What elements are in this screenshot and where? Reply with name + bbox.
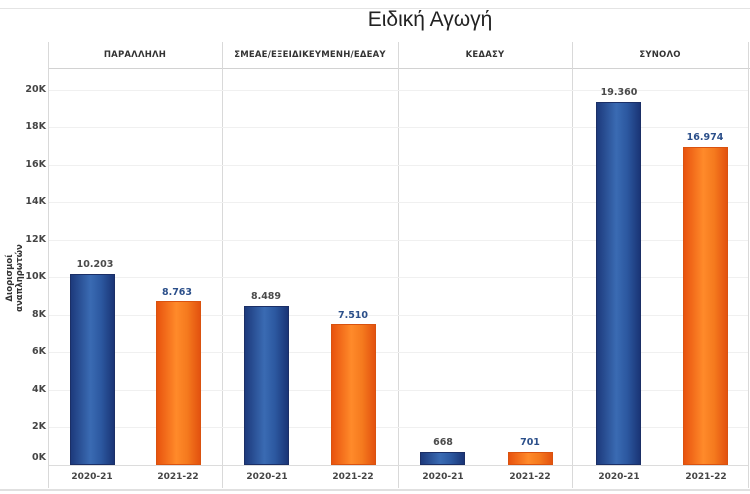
bar-value-label: 8.489 [250, 291, 282, 302]
x-label: 2020-21 [422, 472, 464, 482]
x-label: 2020-21 [598, 472, 640, 482]
x-label: 2021-22 [509, 472, 551, 482]
bar-kedasy-2020-21 [420, 452, 465, 465]
gridline [49, 202, 748, 203]
bar-synolo-2021-22 [683, 147, 728, 465]
gridline [49, 315, 748, 316]
panel-divider [398, 42, 399, 488]
bar-kedasy-2021-22 [508, 452, 553, 465]
panel-divider [48, 42, 49, 488]
panel-header-parallili: ΠΑΡΑΛΛΗΛΗ [103, 50, 167, 60]
gridline [49, 427, 748, 428]
y-tick: 16K [25, 159, 46, 170]
x-label: 2021-22 [157, 472, 199, 482]
panel-divider [572, 42, 573, 488]
chart-title: Ειδική Αγωγή [367, 8, 493, 31]
bar-parallili-2020-21 [70, 274, 115, 465]
bar-synolo-2020-21 [596, 102, 641, 465]
header-divider [48, 68, 750, 69]
gridline [49, 90, 748, 91]
x-label: 2020-21 [246, 472, 288, 482]
gridline [49, 165, 748, 166]
gridline [49, 277, 748, 278]
panel-divider [748, 42, 749, 488]
x-label: 2020-21 [71, 472, 113, 482]
y-tick: 6K [32, 346, 46, 357]
bar-value-label: 668 [433, 437, 453, 448]
y-tick: 14K [25, 196, 46, 207]
bar-value-label: 8.763 [161, 287, 193, 298]
y-tick: 0K [32, 452, 46, 463]
y-tick: 10K [25, 271, 46, 282]
x-label: 2021-22 [685, 472, 727, 482]
y-tick: 8K [32, 309, 46, 320]
bar-parallili-2021-22 [156, 301, 201, 465]
gridline [49, 127, 748, 128]
panel-divider [222, 42, 223, 488]
bar-value-label: 10.203 [76, 259, 114, 270]
bottom-border [0, 489, 750, 491]
y-tick: 12K [25, 234, 46, 245]
panel-header-synolo: ΣΥΝΟΛΟ [639, 50, 681, 60]
gridline [49, 352, 748, 353]
y-tick: 4K [32, 384, 46, 395]
bar-value-label: 7.510 [337, 310, 369, 321]
zero-baseline [49, 465, 748, 466]
bar-smeae-2020-21 [244, 306, 289, 465]
panel-header-smeae: ΣΜΕΑΕ/ΕΞΕΙΔΙΚΕΥΜΕΝΗ/ΕΔΕΑΥ [234, 50, 386, 60]
gridline [49, 240, 748, 241]
y-tick: 20K [25, 84, 46, 95]
top-border [0, 8, 750, 9]
bar-smeae-2021-22 [331, 324, 376, 465]
y-tick: 18K [25, 121, 46, 132]
panel-header-kedasy: ΚΕΔΑΣΥ [465, 50, 505, 60]
bar-value-label: 16.974 [686, 132, 724, 143]
bar-value-label: 701 [520, 437, 540, 448]
x-label: 2021-22 [332, 472, 374, 482]
bar-value-label: 19.360 [600, 87, 638, 98]
gridline [49, 390, 748, 391]
y-tick: 2K [32, 421, 46, 432]
